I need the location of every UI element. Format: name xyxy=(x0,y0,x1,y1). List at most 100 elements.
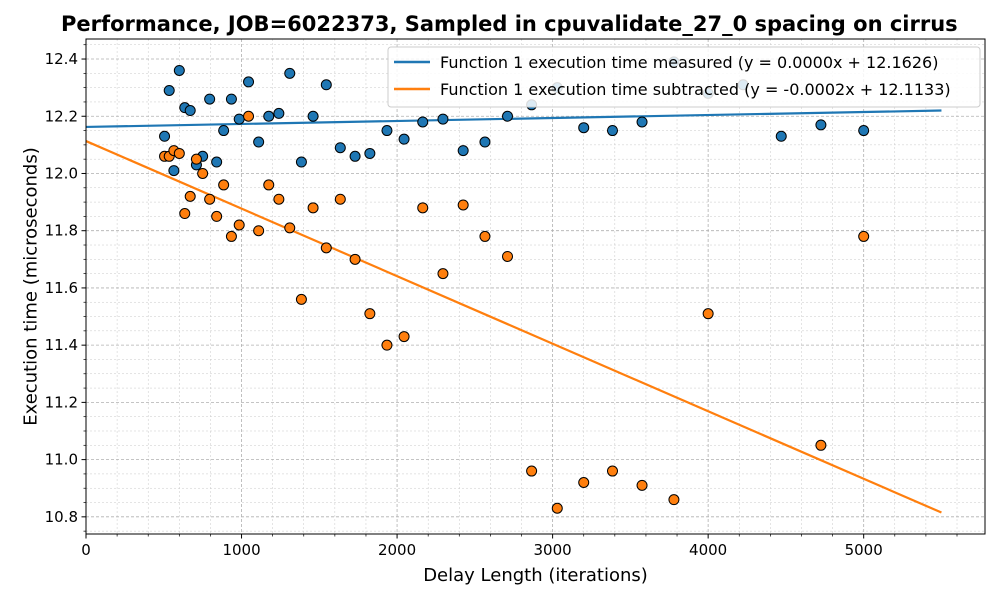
data-point-series-1 xyxy=(225,93,237,105)
data-point-series-2 xyxy=(417,202,429,214)
legend: Function 1 execution time measured (y = … xyxy=(387,46,981,108)
data-point-series-1 xyxy=(173,64,185,76)
data-point-series-1 xyxy=(334,142,346,154)
data-point-series-2 xyxy=(263,179,275,191)
plot-frame xyxy=(85,38,986,535)
data-point-series-2 xyxy=(197,167,209,179)
data-point-series-2 xyxy=(295,293,307,305)
data-point-series-1 xyxy=(295,156,307,168)
data-point-series-2 xyxy=(190,153,202,165)
data-point-series-2 xyxy=(668,494,680,506)
x-tick-label: 3000 xyxy=(534,541,572,559)
data-point-series-1 xyxy=(437,113,449,125)
data-point-series-2 xyxy=(349,253,361,265)
data-point-series-2 xyxy=(702,308,714,320)
data-point-series-1 xyxy=(320,79,332,91)
y-tick-label: 11.6 xyxy=(45,279,78,297)
data-point-series-2 xyxy=(184,190,196,202)
chart-title: Performance, JOB=6022373, Sampled in cpu… xyxy=(61,12,958,36)
data-point-series-1 xyxy=(159,130,171,142)
data-point-series-2 xyxy=(225,230,237,242)
data-point-series-1 xyxy=(184,105,196,117)
data-point-series-2 xyxy=(578,476,590,488)
y-tick-label: 11.0 xyxy=(45,451,78,469)
data-point-series-2 xyxy=(284,222,296,234)
legend-entry: Function 1 execution time measured (y = … xyxy=(440,53,938,72)
y-tick-label: 10.8 xyxy=(45,508,78,526)
data-point-series-2 xyxy=(320,242,332,254)
x-tick-label: 5000 xyxy=(845,541,883,559)
data-point-series-1 xyxy=(381,125,393,137)
data-point-series-1 xyxy=(858,125,870,137)
data-point-series-2 xyxy=(381,339,393,351)
data-point-series-1 xyxy=(218,125,230,137)
data-point-series-1 xyxy=(211,156,223,168)
data-point-series-1 xyxy=(364,147,376,159)
data-point-series-2 xyxy=(437,268,449,280)
trend-line-series-2 xyxy=(85,140,942,514)
data-point-series-1 xyxy=(349,150,361,162)
data-point-series-2 xyxy=(233,219,245,231)
tick-labels: 0 1000 2000 3000 4000 5000 10.8 11.0 11.2 11.4 11.… xyxy=(45,50,883,559)
data-point-series-1 xyxy=(253,136,265,148)
legend-entry: Function 1 execution time subtracted (y … xyxy=(440,80,951,99)
data-point-series-1 xyxy=(263,110,275,122)
scatter-points xyxy=(159,56,870,514)
data-point-series-1 xyxy=(815,119,827,131)
y-tick-label: 12.4 xyxy=(45,50,78,68)
data-point-series-2 xyxy=(364,308,376,320)
data-point-series-1 xyxy=(204,93,216,105)
data-point-series-1 xyxy=(636,116,648,128)
data-point-series-2 xyxy=(307,202,319,214)
data-point-series-1 xyxy=(233,113,245,125)
data-point-series-1 xyxy=(775,130,787,142)
data-point-series-1 xyxy=(307,110,319,122)
data-point-series-2 xyxy=(179,208,191,220)
x-axis-label: Delay Length (iterations) xyxy=(423,565,648,586)
data-point-series-1 xyxy=(578,122,590,134)
data-point-series-2 xyxy=(858,230,870,242)
data-point-series-2 xyxy=(398,331,410,343)
data-point-series-2 xyxy=(173,147,185,159)
data-point-series-2 xyxy=(502,250,514,262)
x-tick-label: 4000 xyxy=(689,541,727,559)
y-tick-label: 11.2 xyxy=(45,393,78,411)
data-point-series-2 xyxy=(457,199,469,211)
data-point-series-1 xyxy=(457,145,469,157)
data-point-series-1 xyxy=(273,107,285,119)
y-tick-label: 11.8 xyxy=(45,222,78,240)
x-tick-label: 1000 xyxy=(222,541,260,559)
data-point-series-1 xyxy=(168,165,180,177)
data-point-series-1 xyxy=(502,110,514,122)
y-tick-label: 12.2 xyxy=(45,107,78,125)
data-point-series-1 xyxy=(398,133,410,145)
data-point-series-2 xyxy=(218,179,230,191)
data-point-series-2 xyxy=(636,479,648,491)
data-point-series-2 xyxy=(526,465,538,477)
data-point-series-2 xyxy=(243,110,255,122)
trend-lines xyxy=(85,109,942,514)
data-point-series-1 xyxy=(417,116,429,128)
data-point-series-2 xyxy=(479,230,491,242)
trend-line-series-1 xyxy=(85,109,942,129)
data-point-series-1 xyxy=(163,85,175,97)
x-tick-label: 0 xyxy=(81,541,91,559)
data-point-series-2 xyxy=(815,439,827,451)
data-point-series-2 xyxy=(253,225,265,237)
data-point-series-2 xyxy=(211,210,223,222)
data-point-series-1 xyxy=(606,125,618,137)
axis-ticks xyxy=(81,44,958,539)
legend-box xyxy=(387,46,981,108)
data-point-series-2 xyxy=(334,193,346,205)
x-tick-label: 2000 xyxy=(378,541,416,559)
y-axis-label: Execution time (microseconds) xyxy=(20,147,41,426)
data-point-series-2 xyxy=(273,193,285,205)
y-tick-label: 11.4 xyxy=(45,336,78,354)
data-point-series-1 xyxy=(243,76,255,88)
data-point-series-2 xyxy=(551,502,563,514)
y-tick-label: 12.0 xyxy=(45,164,78,182)
data-point-series-1 xyxy=(284,67,296,79)
data-point-series-1 xyxy=(479,136,491,148)
data-point-series-2 xyxy=(606,465,618,477)
